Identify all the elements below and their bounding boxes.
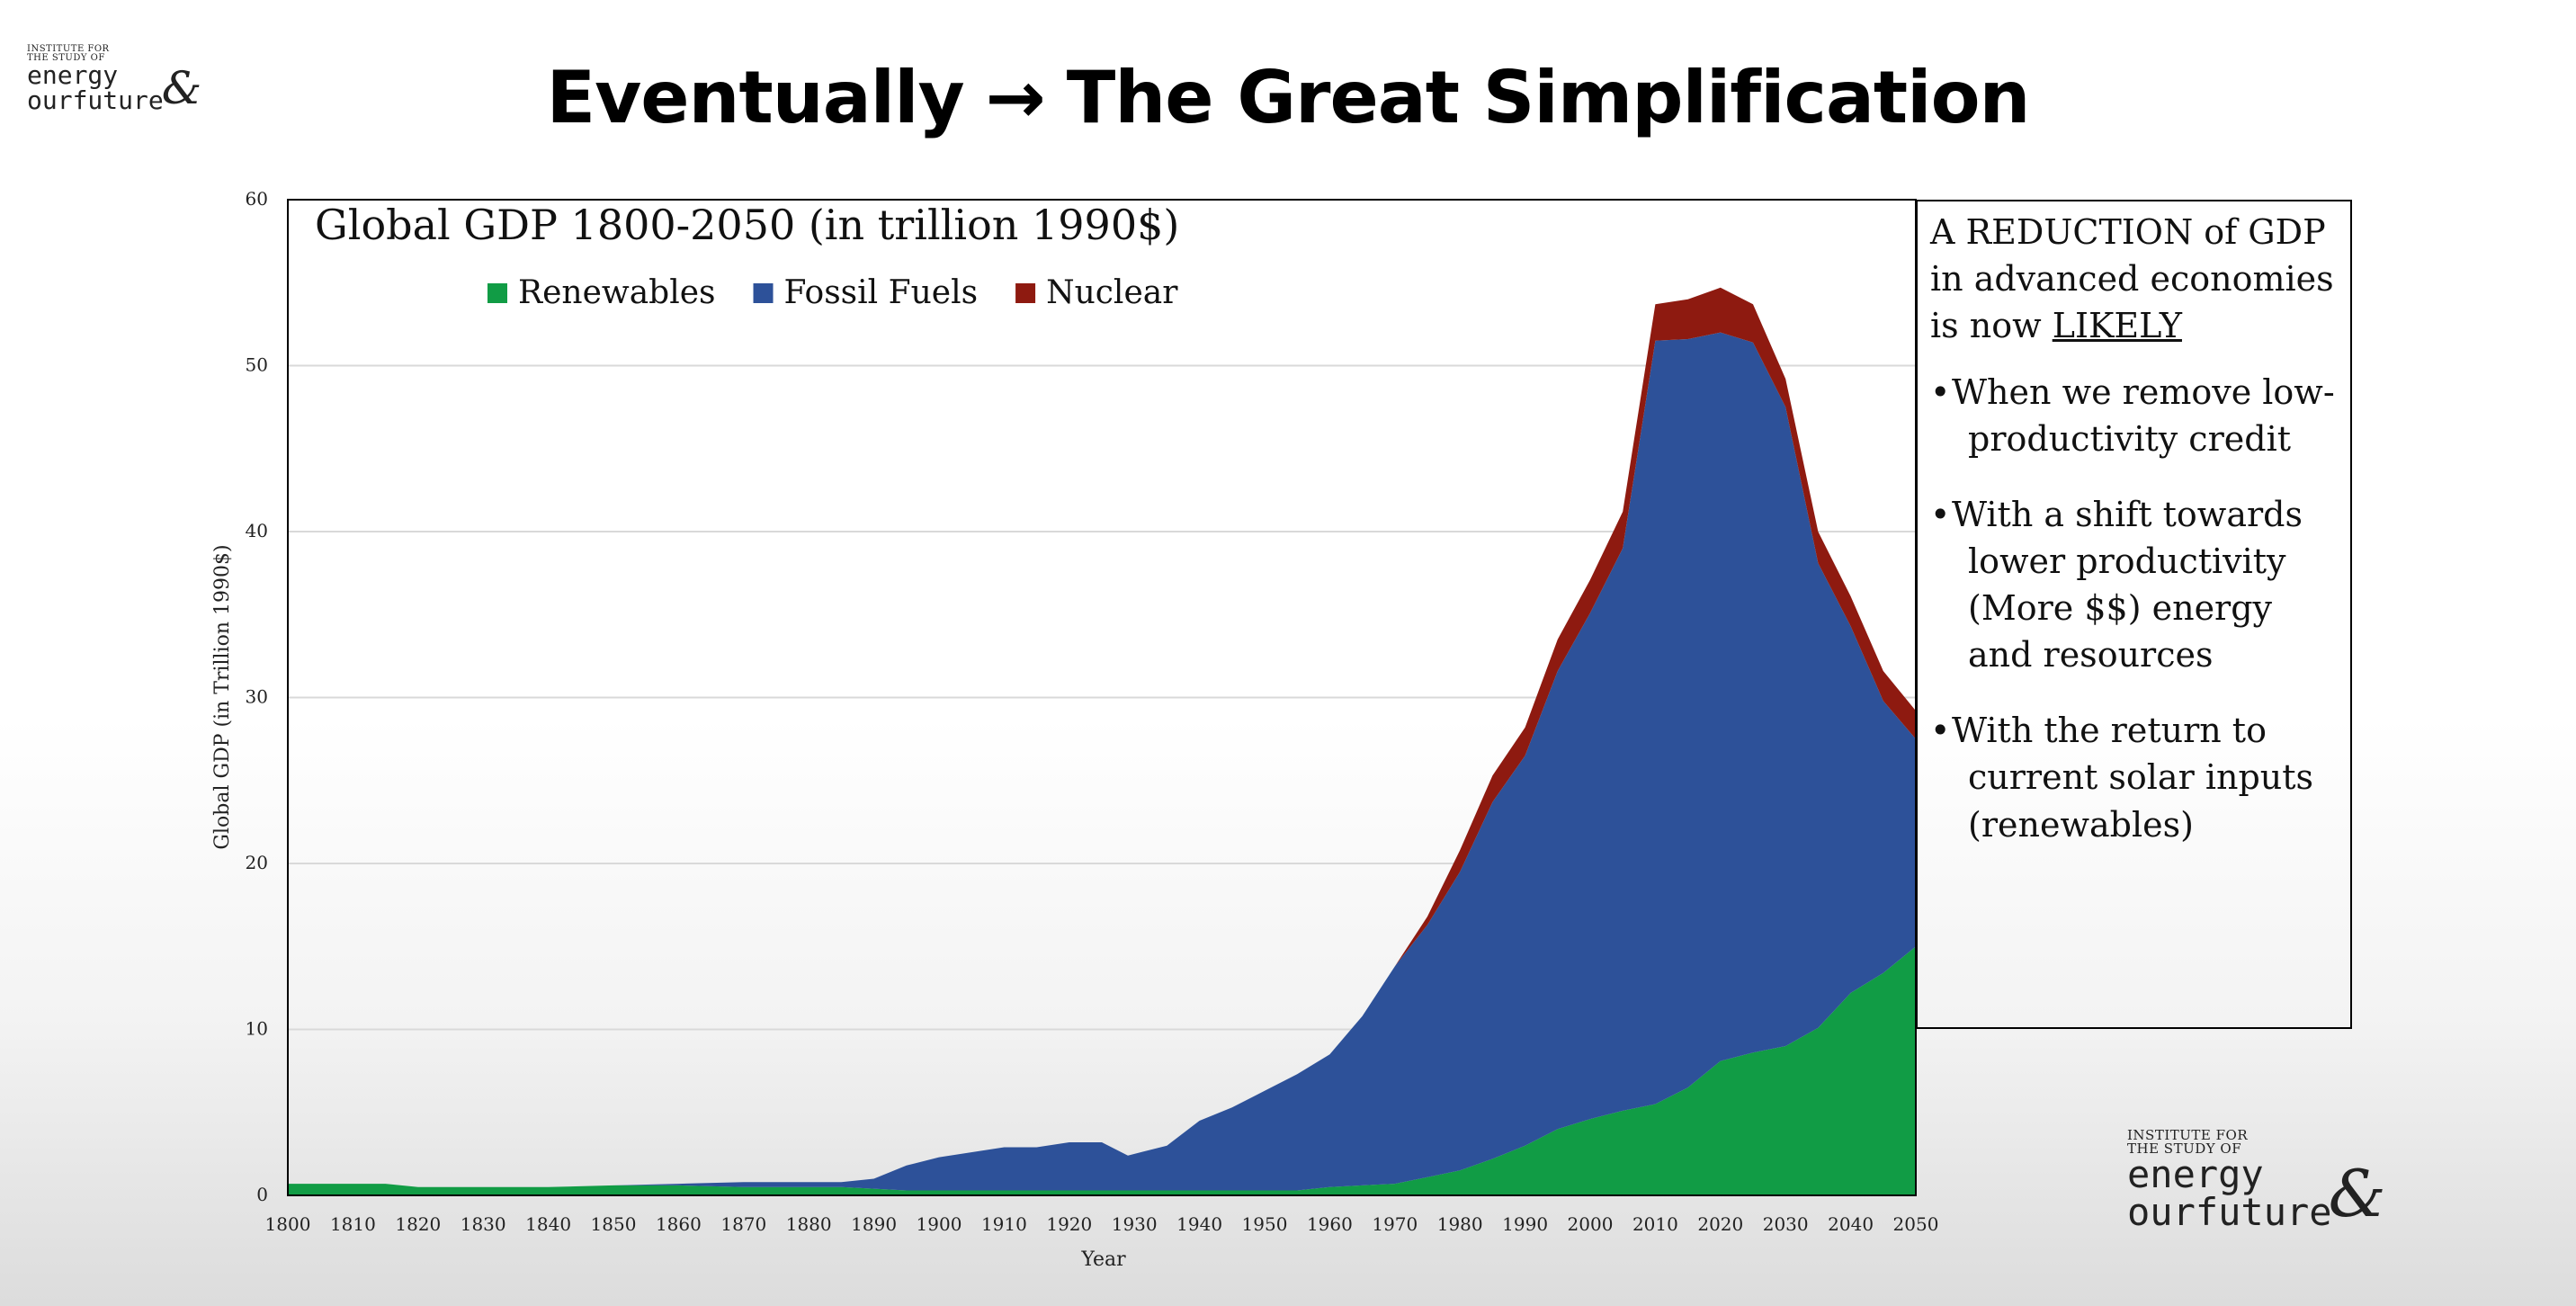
- side-bullet-2: With a shift towards lower productivity (M…: [1930, 491, 2341, 678]
- intro-line-3: is now LIKELY: [1930, 302, 2341, 349]
- x-axis-label: Year: [1080, 1248, 1126, 1271]
- y-tick-label: 40: [246, 520, 268, 541]
- y-tick-label: 20: [246, 852, 268, 873]
- logo-ampersand: &: [2328, 1156, 2386, 1231]
- logo-word-future: future: [2195, 1190, 2332, 1234]
- y-tick-label: 50: [246, 354, 268, 376]
- logo-word-future: future: [72, 85, 164, 115]
- legend-item-fossil-fuels: Fossil Fuels: [753, 274, 979, 311]
- x-tick-label: 1900: [917, 1213, 962, 1235]
- legend-label: Fossil Fuels: [784, 274, 979, 311]
- legend-label: Renewables: [518, 274, 716, 311]
- x-tick-label: 2030: [1763, 1213, 1809, 1235]
- likely-emphasis: LIKELY: [2052, 306, 2182, 346]
- bullet-line: With a shift towards: [1952, 495, 2303, 535]
- institute-logo-bottom: INSTITUTE FOR THE STUDY OF energy ourfut…: [2127, 1129, 2386, 1231]
- logo-word-energy: energy: [2127, 1152, 2264, 1196]
- logo-small-line-2: THE STUDY OF: [2127, 1141, 2242, 1157]
- x-tick-label: 1970: [1372, 1213, 1418, 1235]
- logo-ampersand: &: [161, 62, 202, 114]
- legend-item-renewables: Renewables: [487, 274, 716, 311]
- bullet-line: When we remove low-: [1952, 372, 2335, 413]
- x-tick-label: 1850: [591, 1213, 637, 1235]
- legend-swatch: [753, 283, 774, 303]
- logo-small-line-1: INSTITUTE FOR: [27, 44, 110, 54]
- bullet-line: productivity credit: [1968, 419, 2291, 460]
- y-axis-label: Global GDP (in Trillion 1990$): [211, 544, 234, 849]
- chart-legend: Renewables Fossil Fuels Nuclear: [487, 274, 1178, 311]
- side-box-bullets: When we remove low-productivity credit Wi…: [1930, 369, 2341, 847]
- side-bullet-1: When we remove low-productivity credit: [1930, 369, 2341, 462]
- x-tick-label: 2020: [1697, 1213, 1743, 1235]
- bullet-line: (renewables): [1968, 804, 2194, 845]
- x-tick-label: 1930: [1112, 1213, 1158, 1235]
- area-renewables: [288, 946, 1916, 1195]
- slide-title-right: The Great Simplification: [1066, 56, 2031, 139]
- area-fossil-fuels: [288, 332, 1916, 1191]
- legend-swatch: [1015, 283, 1036, 303]
- intro-line-2: in advanced economies: [1930, 259, 2334, 300]
- logo-word-our: our: [27, 85, 73, 115]
- x-tick-label: 1890: [851, 1213, 897, 1235]
- x-tick-label: 1880: [786, 1213, 832, 1235]
- x-tick-label: 1940: [1176, 1213, 1222, 1235]
- chart-title: Global GDP 1800-2050 (in trillion 1990$): [315, 201, 1179, 249]
- bullet-line: With the return to: [1952, 711, 2267, 751]
- bullet-line: (More $$) energy: [1968, 588, 2273, 629]
- bullet-line: and resources: [1968, 635, 2214, 675]
- x-tick-label: 2050: [1893, 1213, 1939, 1235]
- x-tick-label: 1960: [1307, 1213, 1353, 1235]
- logo-small-line-2: THE STUDY OF: [27, 53, 105, 63]
- logo-wordmark: energy ourfuture &: [2127, 1156, 2386, 1231]
- y-tick-label: 0: [256, 1184, 268, 1205]
- y-tick-label: 10: [246, 1018, 268, 1040]
- x-tick-label: 1840: [525, 1213, 571, 1235]
- x-tick-label: 1920: [1046, 1213, 1092, 1235]
- intro-line-3-prefix: is now: [1930, 306, 2053, 346]
- x-tick-label: 1800: [265, 1213, 311, 1235]
- slide-title: Eventually → The Great Simplification: [0, 56, 2576, 139]
- logo-word-ourfuture: ourfuture: [27, 88, 164, 113]
- legend-swatch: [487, 283, 507, 303]
- chart-areas: [288, 287, 1916, 1195]
- side-box-intro: A REDUCTION of GDP in advanced economies…: [1930, 209, 2341, 349]
- x-tick-label: 1870: [720, 1213, 766, 1235]
- legend-item-nuclear: Nuclear: [1015, 274, 1178, 311]
- logo-word-our: our: [2127, 1190, 2196, 1234]
- logo-wordmark: energy ourfuture &: [27, 63, 201, 113]
- logo-word-ourfuture: ourfuture: [2127, 1194, 2332, 1231]
- x-tick-label: 1860: [656, 1213, 702, 1235]
- x-tick-label: 1910: [981, 1213, 1027, 1235]
- x-tick-label: 1810: [330, 1213, 376, 1235]
- logo-small-line-1: INSTITUTE FOR: [2127, 1127, 2249, 1143]
- arrow-right-icon: →: [985, 56, 1046, 139]
- x-tick-label: 1980: [1437, 1213, 1483, 1235]
- x-tick-label: 2010: [1632, 1213, 1678, 1235]
- intro-line-1: A REDUCTION of GDP: [1930, 212, 2326, 252]
- x-tick-label: 1990: [1502, 1213, 1548, 1235]
- y-tick-label: 60: [246, 188, 268, 210]
- bullet-line: current solar inputs: [1968, 757, 2314, 798]
- side-bullet-3: With the return to current solar inputs (r…: [1930, 707, 2341, 847]
- logo-word-energy: energy: [27, 60, 119, 90]
- side-text-box: A REDUCTION of GDP in advanced economies…: [1916, 200, 2352, 1029]
- x-tick-label: 2040: [1828, 1213, 1874, 1235]
- institute-logo-top: INSTITUTE FOR THE STUDY OF energy ourfut…: [27, 45, 201, 113]
- bullet-line: lower productivity: [1968, 541, 2286, 582]
- x-tick-label: 1830: [461, 1213, 506, 1235]
- x-tick-label: 2000: [1568, 1213, 1614, 1235]
- legend-label: Nuclear: [1046, 274, 1178, 311]
- y-tick-label: 30: [246, 686, 268, 708]
- slide-title-left: Eventually: [546, 56, 964, 139]
- x-tick-label: 1820: [395, 1213, 441, 1235]
- x-tick-label: 1950: [1242, 1213, 1288, 1235]
